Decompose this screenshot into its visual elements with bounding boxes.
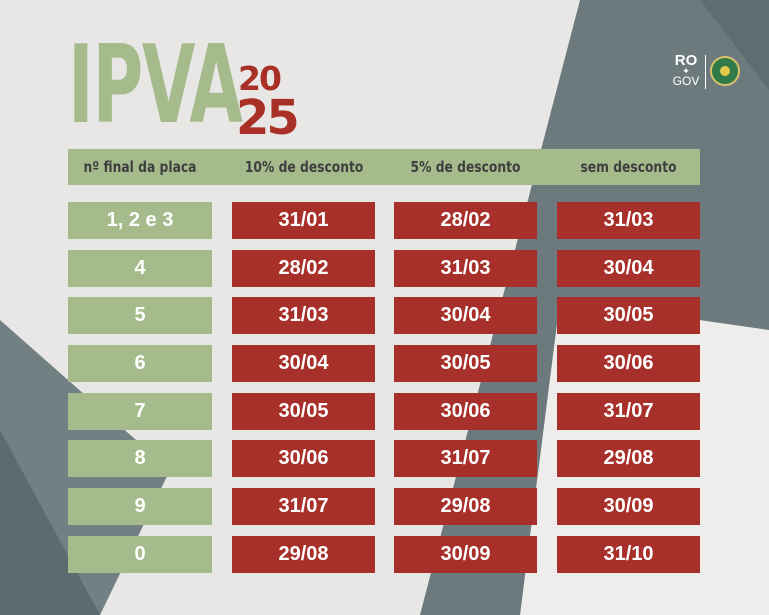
ro-gov-logo: RO ✦ GOV bbox=[671, 53, 743, 93]
state-seal-icon bbox=[710, 56, 740, 86]
date-5-cell: 30/09 bbox=[394, 536, 537, 573]
date-0-cell: 30/06 bbox=[557, 345, 700, 382]
date-10-cell: 29/08 bbox=[232, 536, 375, 573]
date-5-cell: 29/08 bbox=[394, 488, 537, 525]
logo-star-icon: ✦ bbox=[682, 66, 690, 76]
date-10-cell: 30/06 bbox=[232, 440, 375, 477]
header-10-discount: 10% de desconto bbox=[244, 158, 364, 176]
date-5-cell: 30/06 bbox=[394, 393, 537, 430]
date-10-cell: 31/07 bbox=[232, 488, 375, 525]
date-10-cell: 31/03 bbox=[232, 297, 375, 334]
date-0-cell: 31/07 bbox=[557, 393, 700, 430]
plate-cell: 8 bbox=[68, 440, 212, 477]
title-ipva: IPVA bbox=[68, 23, 243, 148]
date-10-cell: 30/05 bbox=[232, 393, 375, 430]
date-5-cell: 30/05 bbox=[394, 345, 537, 382]
plate-cell: 1, 2 e 3 bbox=[68, 202, 212, 239]
date-0-cell: 31/03 bbox=[557, 202, 700, 239]
date-0-cell: 29/08 bbox=[557, 440, 700, 477]
plate-cell: 4 bbox=[68, 250, 212, 287]
date-5-cell: 30/04 bbox=[394, 297, 537, 334]
date-5-cell: 28/02 bbox=[394, 202, 537, 239]
plate-cell: 9 bbox=[68, 488, 212, 525]
date-0-cell: 30/05 bbox=[557, 297, 700, 334]
date-0-cell: 30/09 bbox=[557, 488, 700, 525]
header-plate-ending: nº final da placa bbox=[83, 158, 197, 176]
logo-ro-text: RO bbox=[674, 52, 698, 69]
date-10-cell: 31/01 bbox=[232, 202, 375, 239]
logo-divider bbox=[705, 55, 706, 89]
table-header: nº final da placa 10% de desconto 5% de … bbox=[68, 149, 700, 185]
title-year-bottom: 25 bbox=[236, 90, 300, 146]
date-5-cell: 31/03 bbox=[394, 250, 537, 287]
plate-cell: 6 bbox=[68, 345, 212, 382]
plate-cell: 7 bbox=[68, 393, 212, 430]
logo-gov-text: GOV bbox=[672, 74, 700, 88]
plate-cell: 0 bbox=[68, 536, 212, 573]
header-5-discount: 5% de desconto bbox=[410, 158, 521, 176]
date-0-cell: 30/04 bbox=[557, 250, 700, 287]
bg-slate-corner bbox=[630, 0, 769, 90]
date-10-cell: 30/04 bbox=[232, 345, 375, 382]
header-no-discount: sem desconto bbox=[580, 158, 677, 176]
plate-cell: 5 bbox=[68, 297, 212, 334]
date-10-cell: 28/02 bbox=[232, 250, 375, 287]
date-0-cell: 31/10 bbox=[557, 536, 700, 573]
date-5-cell: 31/07 bbox=[394, 440, 537, 477]
title-year-top: 20 bbox=[238, 59, 282, 98]
